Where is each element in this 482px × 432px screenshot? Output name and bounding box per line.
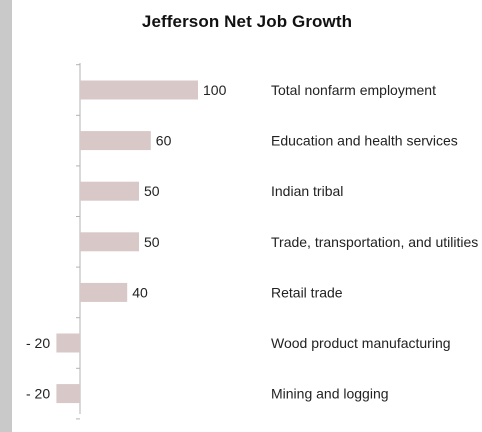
left-gray-border bbox=[0, 0, 12, 432]
category-label: Wood product manufacturing bbox=[271, 335, 451, 351]
bar bbox=[56, 384, 80, 404]
bar bbox=[80, 181, 139, 201]
chart-panel bbox=[12, 0, 482, 432]
value-label: - 20 bbox=[26, 335, 50, 351]
value-label: 50 bbox=[144, 183, 160, 199]
category-label: Retail trade bbox=[271, 284, 343, 300]
value-label: 60 bbox=[156, 133, 172, 149]
category-label: Total nonfarm employment bbox=[271, 82, 436, 98]
category-label: Indian tribal bbox=[271, 183, 343, 199]
category-label: Trade, transportation, and utilities bbox=[271, 234, 478, 250]
value-label: 40 bbox=[132, 284, 148, 300]
bar bbox=[80, 282, 128, 302]
chart-title: Jefferson Net Job Growth bbox=[141, 12, 353, 31]
value-label: 50 bbox=[144, 234, 160, 250]
category-label: Mining and logging bbox=[271, 386, 389, 402]
category-label: Education and health services bbox=[271, 133, 458, 149]
bar bbox=[80, 80, 198, 100]
bar bbox=[56, 333, 80, 353]
value-label: - 20 bbox=[26, 386, 50, 402]
bar bbox=[80, 131, 151, 151]
bar bbox=[80, 232, 139, 252]
value-label: 100 bbox=[203, 82, 227, 98]
